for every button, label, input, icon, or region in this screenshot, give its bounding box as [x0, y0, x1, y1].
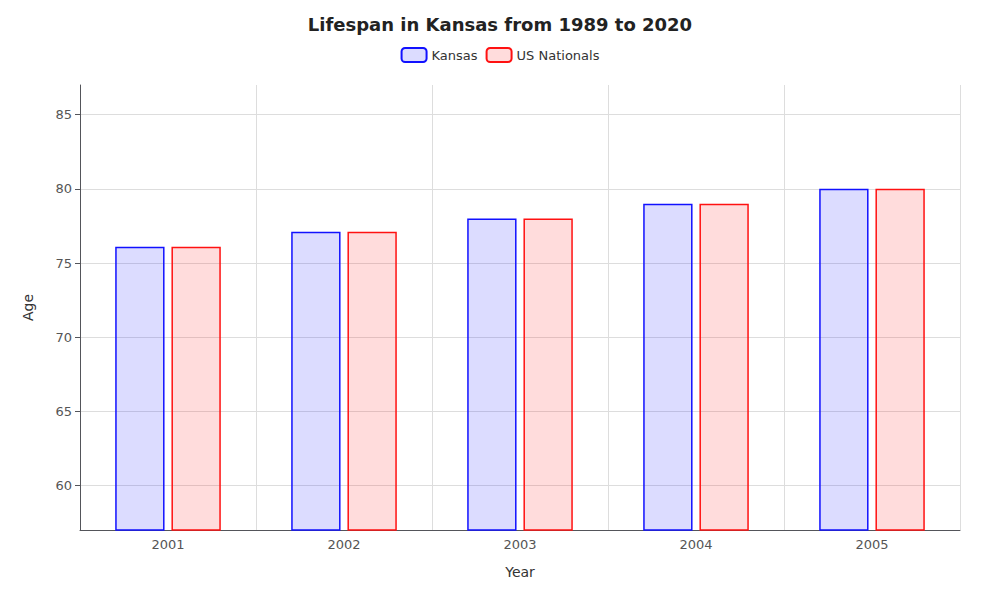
svg-text:75: 75	[55, 256, 72, 271]
svg-text:70: 70	[55, 330, 72, 345]
svg-text:65: 65	[55, 404, 72, 419]
svg-text:2005: 2005	[855, 537, 888, 552]
svg-text:2002: 2002	[327, 537, 360, 552]
svg-text:2001: 2001	[151, 537, 184, 552]
svg-text:2003: 2003	[503, 537, 536, 552]
svg-text:2004: 2004	[679, 537, 712, 552]
svg-text:Kansas: Kansas	[432, 48, 478, 63]
svg-text:80: 80	[55, 181, 72, 196]
svg-text:Year: Year	[504, 564, 535, 580]
svg-text:Lifespan in Kansas from 1989 t: Lifespan in Kansas from 1989 to 2020	[308, 14, 692, 35]
svg-text:Age: Age	[20, 294, 36, 321]
svg-text:85: 85	[55, 107, 72, 122]
svg-text:US Nationals: US Nationals	[517, 48, 600, 63]
svg-text:60: 60	[55, 478, 72, 493]
